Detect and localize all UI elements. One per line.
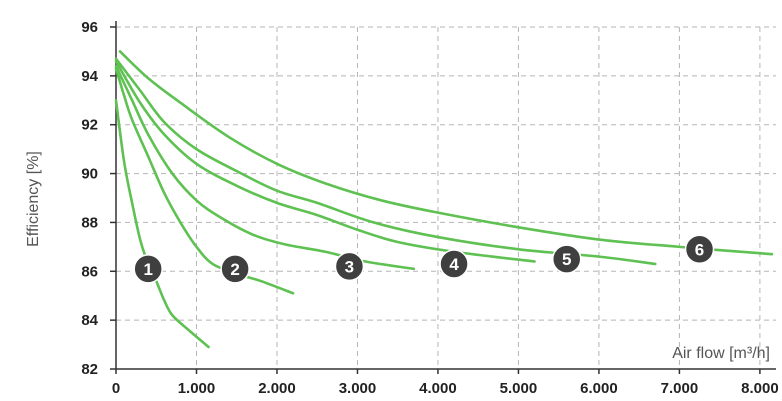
- series-badges: 1 2 3 4 5 6: [133, 234, 715, 284]
- badge-label: 1: [143, 260, 152, 279]
- grid-lines: [116, 26, 776, 369]
- badge-circle: [133, 254, 163, 284]
- y-tick-label: 94: [81, 68, 98, 85]
- x-tick-label: 8.000: [741, 380, 779, 397]
- x-tick-label: 2.000: [258, 380, 296, 397]
- badge-label: 6: [695, 240, 704, 259]
- series-badge-4: 4: [439, 249, 469, 279]
- series-line-1: [114, 98, 210, 349]
- axes: [110, 21, 776, 374]
- x-tick-label: 7.000: [661, 380, 699, 397]
- x-tick-label: 0: [112, 380, 120, 397]
- x-tick-label: 5.000: [500, 380, 538, 397]
- series-line-6: [118, 50, 774, 256]
- y-tick-label: 84: [81, 312, 98, 329]
- series-badge-5: 5: [551, 244, 582, 274]
- tick-labels: 82 84 86 88 90 92 94 96 0 1.000 2.000 3.000 4.000 5.0…: [81, 19, 778, 397]
- y-tick-label: 92: [81, 117, 98, 134]
- badge-circle: [439, 249, 469, 279]
- series-line-4: [114, 59, 536, 263]
- series-badge-1: 1: [133, 254, 163, 284]
- badge-circle: [334, 251, 365, 282]
- series-line-5: [114, 57, 657, 266]
- badge-label: 2: [230, 260, 239, 279]
- badge-label: 3: [345, 257, 354, 276]
- badge-circle: [684, 234, 715, 265]
- series-badge-2: 2: [220, 254, 250, 284]
- y-tick-label: 96: [81, 19, 98, 36]
- badge-label: 4: [449, 255, 459, 274]
- y-tick-label: 88: [81, 214, 98, 231]
- series-lines: [114, 50, 774, 349]
- x-tick-label: 4.000: [419, 380, 457, 397]
- y-tick-label: 82: [81, 361, 98, 378]
- x-tick-label: 6.000: [580, 380, 618, 397]
- badge-circle: [220, 254, 250, 284]
- y-tick-label: 86: [81, 263, 98, 280]
- x-tick-label: 3.000: [339, 380, 377, 397]
- x-tick-label: 1.000: [178, 380, 216, 397]
- series-line-3: [114, 64, 416, 271]
- y-axis-label: Efficiency [%]: [25, 151, 42, 247]
- x-axis-label: Air flow [m³/h]: [672, 345, 770, 362]
- y-tick-label: 90: [81, 166, 98, 183]
- series-badge-6: 6: [684, 234, 715, 265]
- badge-circle: [551, 244, 582, 274]
- badge-label: 5: [562, 250, 571, 269]
- series-badge-3: 3: [334, 251, 365, 282]
